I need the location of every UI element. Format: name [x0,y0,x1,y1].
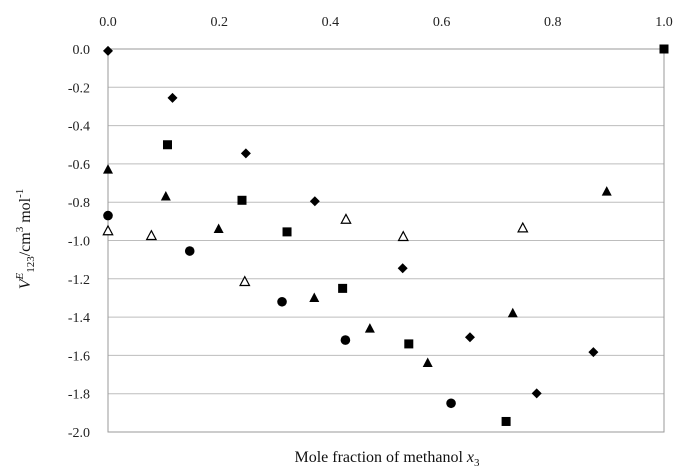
x-tick-label: 0.4 [322,15,340,30]
square-marker [162,140,172,150]
y-tick-label: -0.6 [68,158,90,173]
y-tick-label: -1.0 [68,235,90,250]
diamond-marker [588,347,599,358]
y-tick-label: -0.2 [68,81,90,96]
square-marker [338,283,348,293]
circle-marker [103,210,113,221]
y-axis-title-sub: 123 [25,256,37,273]
square-marker [282,227,292,237]
triangle-marker [103,164,113,174]
x-tick-label: 0.0 [99,15,117,30]
x-axis-title-sub: 3 [474,457,480,467]
x-axis-title: Mole fraction of methanol x3 [295,449,481,467]
y-axis-title: VE123/cm3 mol-1 [14,189,37,290]
y-axis-title-sup: E [14,273,26,281]
x-tick-label: 0.2 [210,15,228,30]
y-tick-label: -2.0 [68,426,90,441]
y-tick-label: -1.4 [68,311,90,326]
circle-marker [184,246,195,256]
x-axis-title-var: x [466,449,474,466]
y-tick-label: -0.4 [68,120,90,135]
y-tick-label: 0.0 [73,43,91,58]
triangle-marker [507,307,518,318]
triangle-open-marker [517,221,529,233]
square-marker [404,339,414,349]
x-tick-label: 0.8 [544,15,562,30]
data-points [102,44,669,426]
y-axis-title-unit-a: /cm [17,232,34,257]
triangle-marker [422,357,433,368]
square-marker [237,195,247,205]
square-marker [501,416,511,426]
triangle-open-marker [340,213,352,224]
triangle-marker [364,323,375,333]
grid-layer [108,48,664,433]
circle-marker [446,398,456,409]
x-tick-label: 0.6 [433,15,451,30]
triangle-marker [601,186,612,196]
y-tick-label: -1.6 [68,349,90,364]
diamond-marker [103,45,113,56]
plot-area-frame [107,48,665,433]
y-tick-label: -0.8 [68,196,90,211]
y-axis-title-unit-b: mol [17,197,34,226]
y-tick-label: -1.8 [68,388,90,403]
y-axis-title-var: V [17,277,34,289]
circle-marker [340,335,351,345]
y-axis-title-unit-sup2: -1 [14,189,26,198]
diamond-marker [397,263,408,274]
triangle-open-marker [102,224,114,236]
y-axis-title-unit-sup: 3 [14,226,26,232]
diamond-marker [240,148,251,159]
triangle-open-marker [239,275,251,287]
diamond-marker [309,196,320,207]
y-tick-label: -1.2 [68,273,90,288]
diamond-marker [464,332,475,343]
x-tick-label: 1.0 [655,15,673,30]
triangle-open-marker [145,229,158,241]
triangle-marker [160,190,171,201]
circle-marker [277,296,287,307]
square-marker [659,44,669,54]
diamond-marker [531,388,542,399]
triangle-marker [309,292,320,302]
triangle-open-marker [397,230,409,242]
triangle-marker [213,223,224,234]
y-axis-tick-labels: 0.0 -0.2 -0.4 -0.6 -0.8 -1.0 -1.2 -1.4 -1.6 -1.8 -… [68,43,90,441]
diamond-marker [167,92,178,103]
x-axis-tick-labels: 0.0 0.2 0.4 0.6 0.8 1.0 [99,15,673,30]
x-axis-title-text: Mole fraction of methanol [295,449,467,466]
